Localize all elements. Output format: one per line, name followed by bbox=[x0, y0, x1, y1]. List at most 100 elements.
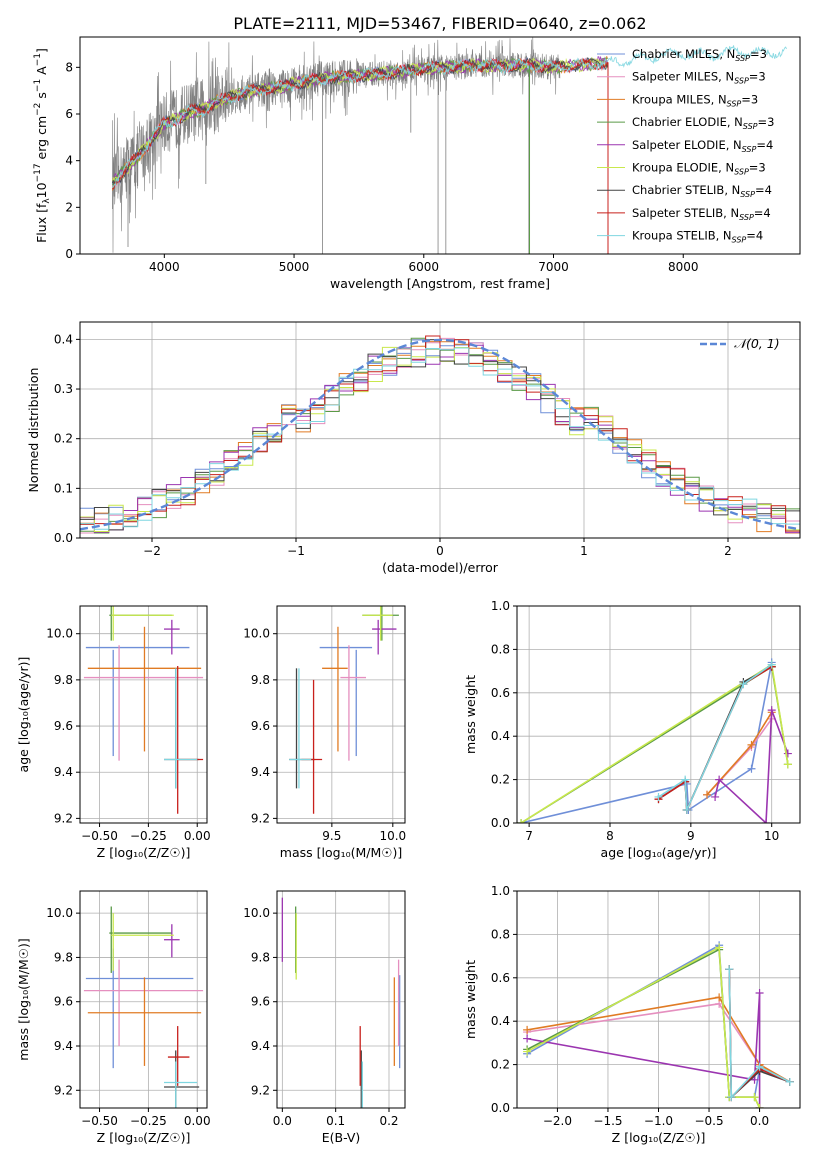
residuals-xlabel: (data-model)/error bbox=[382, 560, 499, 575]
weight-vs-z-point-marker bbox=[725, 965, 734, 974]
weight-vs-z-ytick-label: 0.2 bbox=[491, 1058, 510, 1072]
age-vs-mass-ytick-label: 9.2 bbox=[251, 811, 270, 825]
weight-vs-age-xtick-label: 9 bbox=[687, 829, 695, 843]
residuals-xtick-label: 0 bbox=[436, 544, 444, 558]
legend-nssp: =3 bbox=[758, 115, 775, 129]
mass-vs-ebv-ytick-label: 9.4 bbox=[251, 1039, 270, 1053]
weight-vs-age-xtick-label: 7 bbox=[525, 829, 533, 843]
spectrum-ylabel-part: −2 bbox=[33, 103, 43, 116]
spectrum-ylabel-part: −1 bbox=[33, 79, 43, 92]
age-vs-mass-xtick-label: 10.0 bbox=[379, 829, 406, 843]
residuals-xtick-label: 1 bbox=[580, 544, 588, 558]
weight-vs-z-series-line bbox=[526, 996, 791, 1083]
age-vs-z-clip-marks bbox=[83, 606, 204, 814]
spectrum-xtick-label: 6000 bbox=[409, 260, 440, 274]
mass-vs-z-ytick-label: 9.8 bbox=[54, 950, 73, 964]
spec-clip-marks bbox=[111, 37, 787, 254]
weight-vs-z-xtick-label: −1.0 bbox=[644, 1114, 673, 1128]
weight-vs-z-point-marker bbox=[755, 1062, 764, 1071]
legend-subscript: SSP bbox=[732, 236, 747, 245]
age-vs-z-ytick-label: 9.4 bbox=[54, 765, 73, 779]
weight-vs-age-point-marker bbox=[715, 775, 724, 784]
legend-subscript: SSP bbox=[742, 145, 757, 154]
spectrum-ylabel-part: Flux [f bbox=[34, 203, 49, 243]
age-vs-z-xtick-label: −0.25 bbox=[130, 829, 167, 843]
mass-vs-ebv-xtick-label: 0.1 bbox=[326, 1114, 345, 1128]
age-vs-mass-ytick-label: 10.0 bbox=[243, 627, 270, 641]
weight-vs-age-point-marker bbox=[747, 740, 756, 749]
residuals-ytick-label: 0.4 bbox=[54, 332, 73, 346]
mass-vs-ebv-grid bbox=[273, 891, 405, 1112]
weight-vs-z-point-marker bbox=[523, 1034, 532, 1043]
weight-vs-z-ytick-label: 0.4 bbox=[491, 1014, 510, 1028]
legend-model-name: Salpeter MILES, N bbox=[632, 70, 734, 84]
legend-model-name: Chabrier STELIB, N bbox=[632, 183, 740, 197]
residuals-ylabel: Normed distribution bbox=[26, 368, 41, 493]
spectrum-legend-label: Chabrier MILES, NSSP=3 bbox=[632, 47, 767, 63]
residuals-ytick-label: 0.3 bbox=[54, 382, 73, 396]
spectrum-legend-label: Salpeter STELIB, NSSP=4 bbox=[632, 206, 771, 222]
age-vs-z-xlabel: Z [log₁₀(Z/Z☉)] bbox=[97, 845, 191, 860]
legend-nssp: =3 bbox=[750, 47, 767, 61]
weight-vs-z-series-line bbox=[526, 992, 761, 1108]
spectrum-model-line bbox=[112, 45, 787, 188]
spectrum-ytick-label: 2 bbox=[65, 200, 73, 214]
legend-model-name: Kroupa ELODIE, N bbox=[632, 161, 734, 175]
residuals-xtick-label: −2 bbox=[143, 544, 161, 558]
spectrum-ylabel-part: A bbox=[34, 66, 49, 79]
residuals-gaussian-curve bbox=[80, 338, 800, 531]
hist-clip-marks bbox=[80, 335, 800, 534]
spectrum-ylabel-part: 10 bbox=[34, 182, 49, 198]
weight-vs-z-ytick-label: 1.0 bbox=[491, 884, 510, 898]
weight-vs-age-ytick-label: 0.6 bbox=[491, 686, 510, 700]
weight-vs-z-ytick-label: 0.8 bbox=[491, 927, 510, 941]
spectrum-legend-label: Kroupa STELIB, NSSP=4 bbox=[632, 229, 763, 245]
residuals-grid bbox=[76, 322, 800, 542]
age-vs-z-frame bbox=[79, 605, 208, 824]
mass-vs-z-xtick-label: 0.00 bbox=[184, 1114, 211, 1128]
weight-vs-z-point-marker bbox=[750, 1093, 759, 1102]
spectrum-ytick-label: 0 bbox=[65, 247, 73, 261]
mass-vs-ebv-ytick-label: 10.0 bbox=[243, 906, 270, 920]
spectrum-xtick-label: 5000 bbox=[279, 260, 310, 274]
weight-vs-age-xtick-label: 8 bbox=[606, 829, 614, 843]
age-vs-mass-grid bbox=[273, 606, 405, 827]
spectrum-legend-label: Salpeter MILES, NSSP=3 bbox=[632, 70, 766, 86]
weight-vs-age-point-marker bbox=[711, 792, 720, 801]
mass-vs-ebv-xlabel: E(B-V) bbox=[322, 1130, 361, 1145]
weight-vs-z-point-marker bbox=[715, 943, 724, 952]
weight-vs-age-grid bbox=[513, 605, 800, 827]
residuals-legend-label: 𝒩(0, 1) bbox=[734, 336, 780, 351]
weight-vs-age-ylabel: mass weight bbox=[463, 675, 478, 754]
mass-vs-ebv-ytick-label: 9.6 bbox=[251, 995, 270, 1009]
weight-vs-age-ytick-label: 1.0 bbox=[491, 599, 510, 613]
weight-vs-age-series-line bbox=[706, 711, 773, 796]
spectrum-legend-label: Chabrier ELODIE, NSSP=3 bbox=[632, 115, 774, 131]
figure-title: PLATE=2111, MJD=53467, FIBERID=0640, z=0… bbox=[233, 14, 646, 33]
legend-subscript: SSP bbox=[727, 99, 742, 108]
weight-vs-age-point-marker bbox=[747, 764, 756, 773]
mass-vs-z-xlabel: Z [log₁₀(Z/Z☉)] bbox=[97, 1130, 191, 1145]
weight-vs-z-series-line bbox=[728, 969, 791, 1100]
mass-vs-z-xtick-label: −0.50 bbox=[81, 1114, 118, 1128]
mass-vs-ebv-xtick-label: 0.2 bbox=[379, 1114, 398, 1128]
weight-vs-z-clip-marks bbox=[523, 941, 794, 1108]
mass-vs-z-ylabel: mass [log₁₀(M/M☉)] bbox=[16, 938, 31, 1060]
weight-vs-age-xtick-label: 10 bbox=[764, 829, 779, 843]
spectrum-ylabel-part: λ bbox=[42, 198, 52, 204]
residuals-histogram-series bbox=[80, 347, 800, 530]
weight-vs-age-frame bbox=[516, 605, 801, 824]
weight-vs-z-point-marker bbox=[523, 1047, 532, 1056]
legend-model-name: Salpeter STELIB, N bbox=[632, 206, 739, 220]
mass-vs-z-xtick-label: −0.25 bbox=[130, 1114, 167, 1128]
weight-vs-z-point-marker bbox=[523, 1025, 532, 1034]
weight-vs-z-point-marker bbox=[785, 1077, 794, 1086]
weight-vs-z-xlabel: Z [log₁₀(Z/Z☉)] bbox=[612, 1130, 706, 1145]
legend-nssp: =4 bbox=[756, 138, 773, 152]
age-vs-mass-xtick-label: 9.5 bbox=[322, 829, 341, 843]
age-vs-z-xtick-label: −0.50 bbox=[81, 829, 118, 843]
weight-vs-age-series-line bbox=[714, 709, 789, 823]
legend-nssp: =4 bbox=[746, 229, 763, 243]
mass-vs-z-grid bbox=[76, 891, 207, 1112]
